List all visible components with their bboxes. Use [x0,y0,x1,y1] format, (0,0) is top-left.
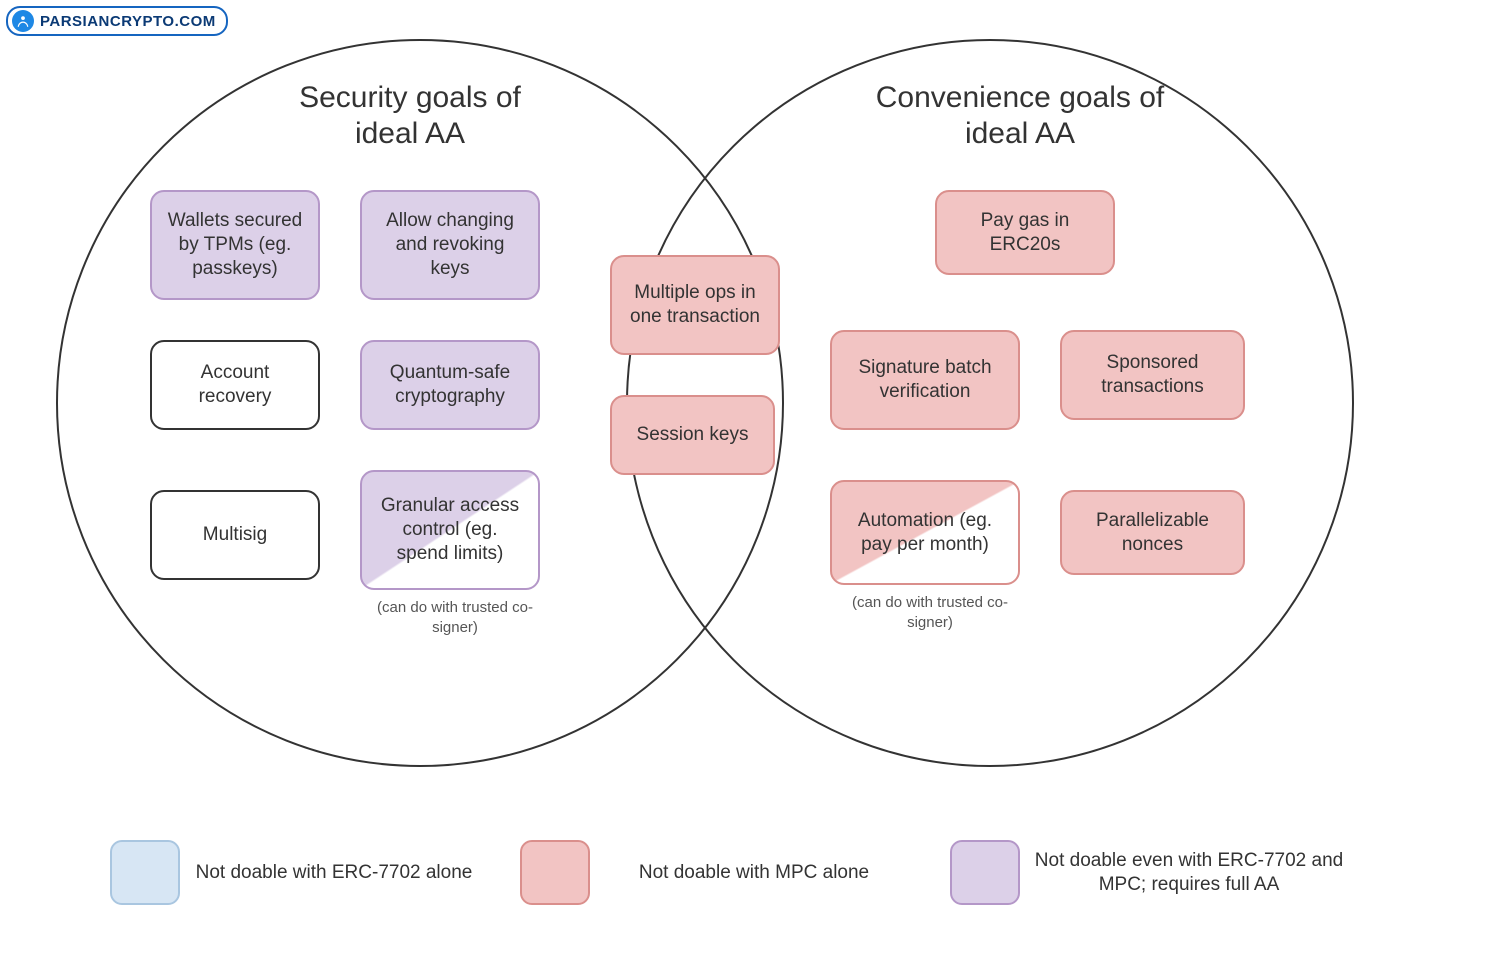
footnote-left: (can do with trusted co-signer) [360,598,550,637]
box-quantum-safe: Quantum-safe cryptography [360,340,540,430]
box-sponsored-tx: Sponsored transactions [1060,330,1245,420]
box-parallel-nonces: Parallelizable nonces [1060,490,1245,575]
box-multiple-ops: Multiple ops in one transaction [610,255,780,355]
title-left-line2: ideal AA [355,117,465,150]
box-automation: Automation (eg. pay per month) [830,480,1020,585]
footnote-right: (can do with trusted co-signer) [830,593,1030,632]
box-pay-gas-erc20: Pay gas in ERC20s [935,190,1115,275]
legend-item-red: Not doable with MPC alone [520,840,904,905]
box-account-recovery: Account recovery [150,340,320,430]
box-wallets-tpm: Wallets secured by TPMs (eg. passkeys) [150,190,320,300]
title-left: Security goals of ideal AA [250,80,570,152]
legend-label-purple: Not doable even with ERC-7702 and MPC; r… [1034,849,1344,897]
venn-svg [0,0,1512,974]
box-multisig: Multisig [150,490,320,580]
legend-label-red: Not doable with MPC alone [604,861,904,885]
legend-item-purple: Not doable even with ERC-7702 and MPC; r… [950,840,1344,905]
box-session-keys: Session keys [610,395,775,475]
legend-swatch-blue [110,840,180,905]
box-granular-access: Granular access control (eg. spend limit… [360,470,540,590]
title-right-line2: ideal AA [965,117,1075,150]
title-right: Convenience goals of ideal AA [840,80,1200,152]
box-sig-batch-verif: Signature batch verification [830,330,1020,430]
box-allow-changing: Allow changing and revoking keys [360,190,540,300]
diagram-stage: PARSIANCRYPTO.COM Security goals of idea… [0,0,1512,974]
legend-label-blue: Not doable with ERC-7702 alone [194,861,474,885]
legend-swatch-purple [950,840,1020,905]
title-right-line1: Convenience goals of [876,81,1165,114]
title-left-line1: Security goals of [299,81,521,114]
legend-swatch-red [520,840,590,905]
legend-item-blue: Not doable with ERC-7702 alone [110,840,474,905]
